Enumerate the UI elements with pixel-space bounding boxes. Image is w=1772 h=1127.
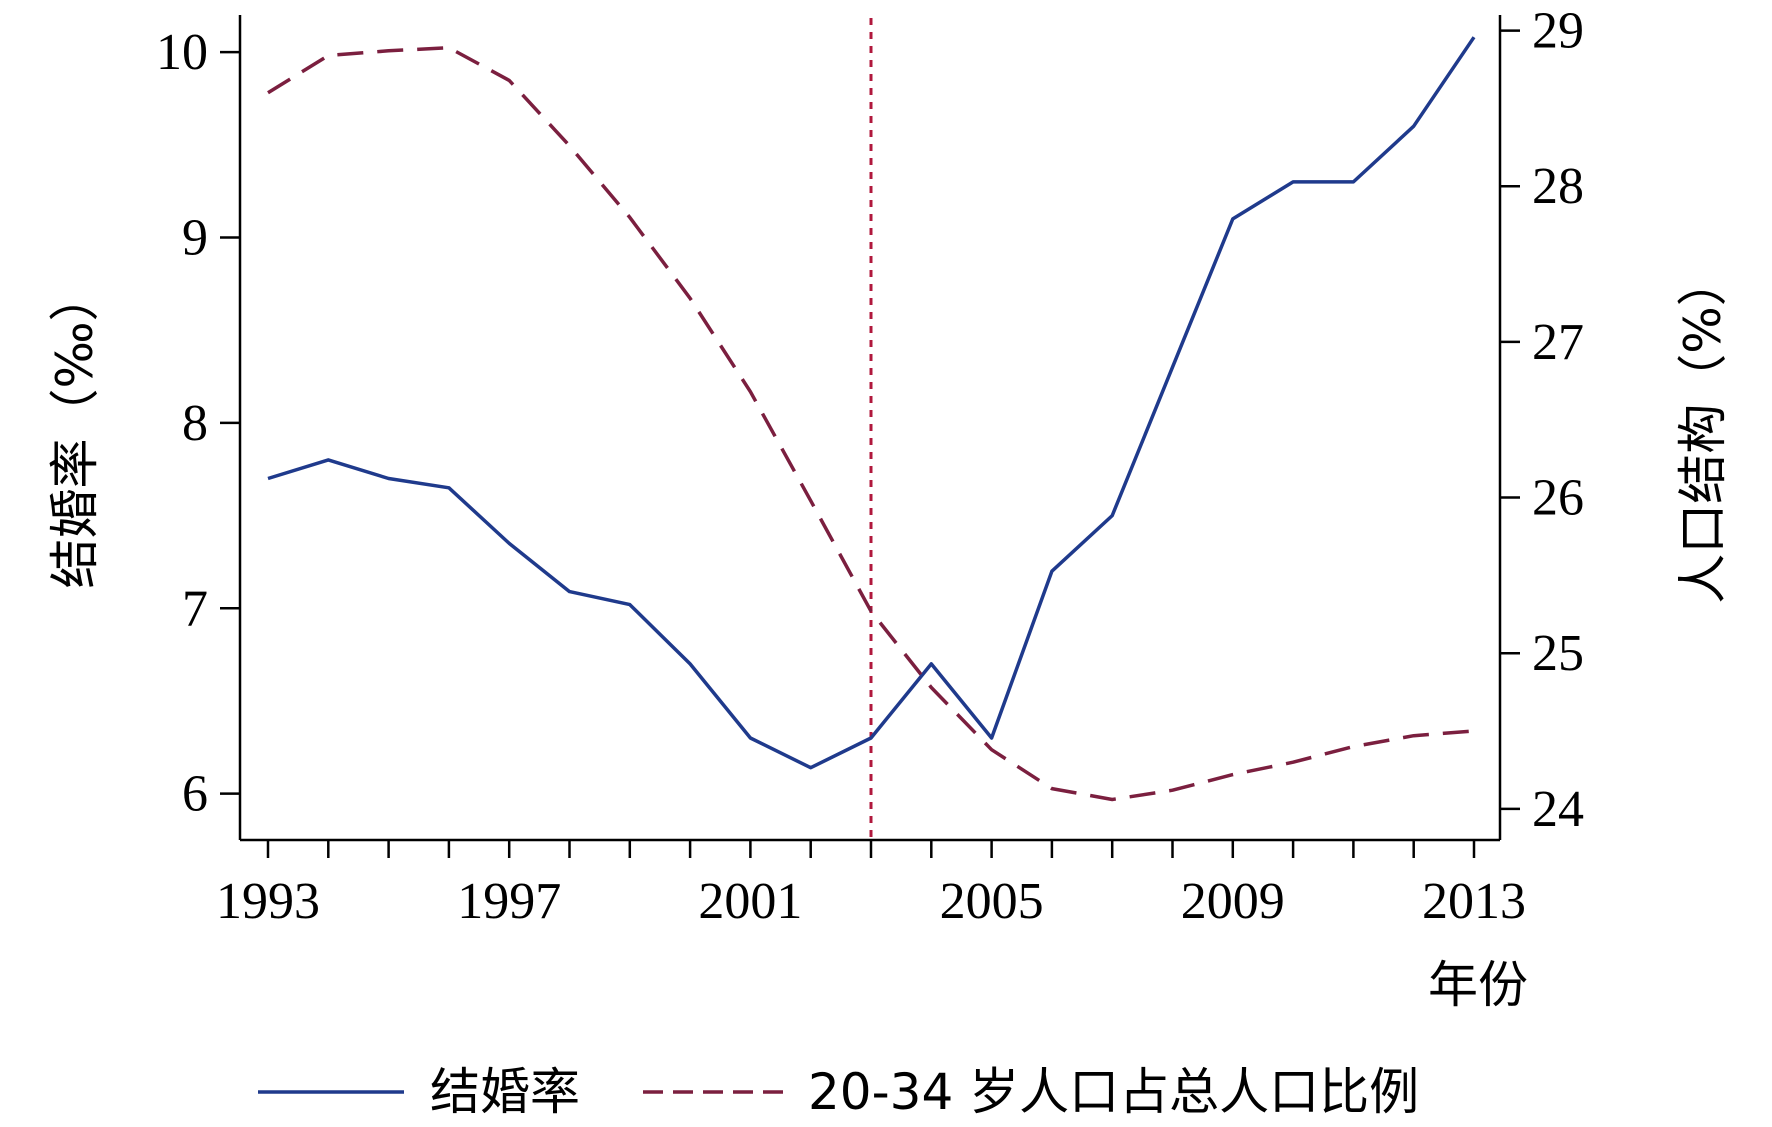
y-right-tick-label: 29 (1532, 3, 1584, 60)
y-left-tick-label: 9 (182, 209, 208, 266)
series-population-ratio-line (267, 45, 1475, 802)
y-left-tick-label: 8 (182, 395, 208, 452)
y-right-tick-label: 26 (1532, 470, 1584, 527)
y-right-tick-label: 28 (1532, 158, 1584, 215)
x-tick-label: 2013 (1422, 873, 1526, 930)
x-tick-label: 2001 (698, 873, 802, 930)
y-left-tick-label: 10 (156, 24, 208, 81)
x-axis-title: 年份 (1428, 956, 1528, 1014)
series-marriage-rate-line (267, 36, 1476, 770)
legend-label-population-ratio: 20-34 岁人口占总人口比例 (808, 1063, 1419, 1121)
x-tick-label: 1993 (216, 873, 320, 930)
legend-label-marriage-rate: 结婚率 (430, 1063, 580, 1121)
x-tick-label: 2005 (940, 873, 1044, 930)
x-tick-label: 2009 (1181, 873, 1285, 930)
y-left-tick-label: 6 (182, 766, 208, 823)
y-left-tick-label: 7 (182, 580, 208, 637)
y-right-tick-label: 25 (1532, 625, 1584, 682)
y-right-tick-label: 27 (1532, 314, 1584, 371)
y-right-tick-label: 24 (1532, 781, 1584, 838)
y-axis-right-title: 人口结构（%） (1674, 256, 1732, 604)
y-axis-left-title: 结婚率（‰） (46, 271, 104, 588)
x-tick-label: 1997 (457, 873, 561, 930)
